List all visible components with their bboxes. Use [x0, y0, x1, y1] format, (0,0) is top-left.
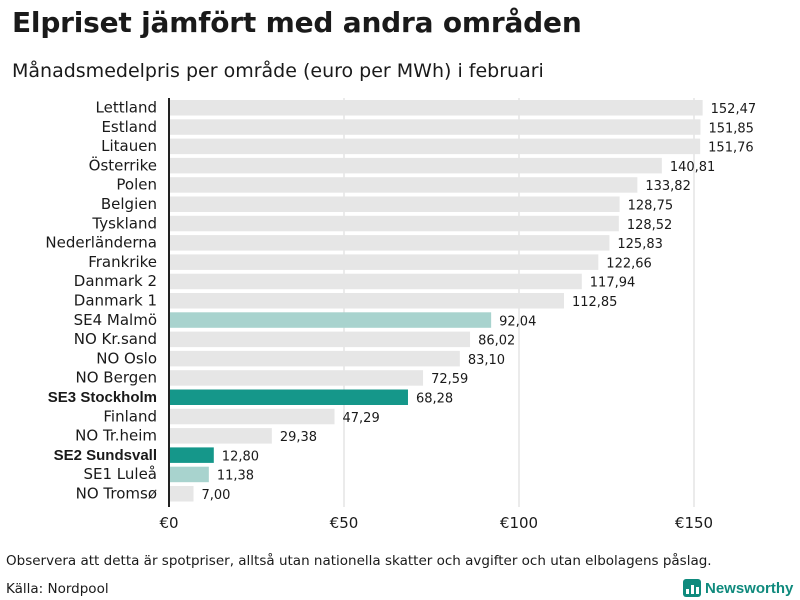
- bar: [169, 370, 424, 386]
- category-label: SE4 Malmö: [74, 311, 157, 329]
- bar: [169, 254, 599, 270]
- value-label: 133,82: [645, 179, 691, 194]
- category-label: Frankrike: [88, 253, 157, 271]
- bar: [169, 138, 701, 155]
- bar: [169, 215, 619, 232]
- bar: [169, 157, 662, 174]
- bar: [169, 196, 620, 212]
- bar: [169, 486, 194, 502]
- value-label: 72,59: [431, 372, 468, 387]
- category-label: Lettland: [96, 99, 157, 117]
- value-label: 7,00: [202, 488, 231, 503]
- category-label: SE3 Stockholm: [48, 389, 157, 406]
- bar: [169, 100, 703, 116]
- category-label: NO Tr.heim: [75, 427, 157, 445]
- chart-subtitle: Månadsmedelpris per område (euro per MWh…: [12, 60, 544, 82]
- chart-title: Elpriset jämfört med andra områden: [12, 6, 582, 39]
- value-label: 152,47: [711, 102, 757, 117]
- value-label: 47,29: [343, 411, 380, 426]
- value-label: 122,66: [606, 256, 652, 271]
- category-label: SE2 Sundsvall: [54, 447, 157, 464]
- category-label: Tyskland: [91, 214, 157, 232]
- newsworthy-logo: Newsworthy: [683, 579, 793, 597]
- category-label: Danmark 1: [74, 292, 157, 310]
- newsworthy-logo-icon: [683, 579, 701, 597]
- value-label: 112,85: [572, 295, 618, 310]
- category-label: Litauen: [101, 137, 157, 155]
- value-label: 140,81: [670, 160, 716, 175]
- value-label: 68,28: [416, 392, 453, 407]
- category-label: Nederländerna: [45, 234, 157, 252]
- value-label: 86,02: [478, 334, 515, 349]
- category-label: Belgien: [101, 195, 157, 213]
- bar: [169, 350, 460, 367]
- value-label: 128,52: [627, 218, 673, 233]
- bar: [169, 447, 214, 463]
- value-label: 83,10: [468, 353, 505, 368]
- bar: [169, 466, 209, 483]
- bar-chart: €0 €50 €100 €150 Lettland 152,47 Estland 151,85…: [45, 98, 757, 532]
- category-label: NO Oslo: [96, 349, 157, 367]
- value-label: 11,38: [217, 469, 254, 484]
- category-label: Polen: [116, 176, 157, 194]
- value-label: 125,83: [617, 237, 663, 252]
- value-label: 29,38: [280, 430, 317, 445]
- x-tick-label: €0: [159, 514, 178, 532]
- category-label: Österrike: [89, 155, 157, 174]
- footnote: Observera att detta är spotpriser, allts…: [6, 553, 712, 569]
- source-note: Källa: Nordpool: [6, 581, 109, 597]
- bar: [169, 293, 564, 309]
- bar: [169, 177, 638, 193]
- bar: [169, 428, 272, 444]
- category-label: Finland: [103, 407, 157, 425]
- category-label: NO Kr.sand: [74, 330, 157, 348]
- category-label: Estland: [101, 118, 157, 136]
- value-label: 151,85: [708, 121, 754, 136]
- bar: [169, 312, 492, 328]
- newsworthy-logo-text: Newsworthy: [705, 579, 794, 597]
- bar: [169, 273, 582, 290]
- value-label: 151,76: [708, 141, 754, 156]
- x-tick-label: €150: [675, 514, 713, 532]
- x-tick-label: €100: [500, 514, 538, 532]
- bar: [169, 408, 335, 425]
- bar: [169, 235, 610, 251]
- category-label: Danmark 2: [74, 272, 157, 290]
- x-tick-label: €50: [330, 514, 359, 532]
- category-label: NO Bergen: [76, 369, 157, 387]
- bar: [169, 331, 471, 348]
- value-label: 117,94: [590, 276, 636, 291]
- bar: [169, 389, 408, 405]
- category-label: NO Tromsø: [76, 485, 157, 503]
- category-label: SE1 Luleå: [84, 465, 158, 483]
- bar: [169, 119, 701, 135]
- value-label: 12,80: [222, 449, 259, 464]
- value-label: 92,04: [499, 314, 536, 329]
- value-label: 128,75: [628, 199, 674, 214]
